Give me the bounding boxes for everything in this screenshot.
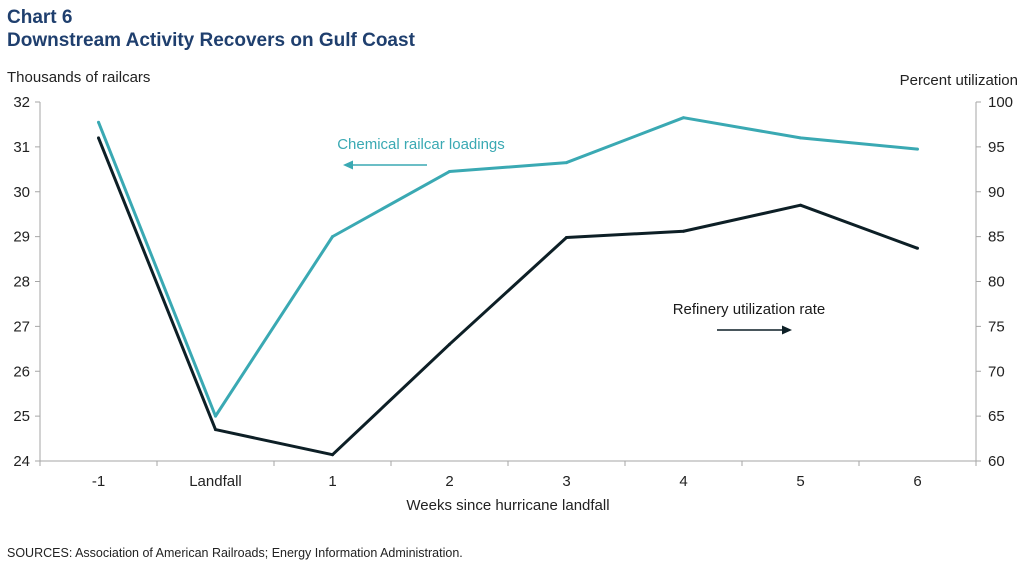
y-left-tick-label: 31	[13, 139, 30, 156]
y-axis-right-label: Percent utilization	[899, 72, 1018, 89]
arrow-refinery-head	[782, 325, 792, 335]
y-right-tick-label: 70	[988, 363, 1005, 380]
data-point-chemical	[448, 170, 451, 174]
x-tick-label: -1	[92, 473, 105, 490]
data-point-chemical	[682, 116, 685, 120]
y-right-tick-label: 85	[988, 229, 1005, 246]
data-point-chemical	[799, 136, 802, 140]
x-tick-label: Landfall	[189, 473, 242, 490]
title-block: Chart 6 Downstream Activity Recovers on …	[7, 6, 415, 52]
y-left-tick-label: 29	[13, 229, 30, 246]
data-point-chemical	[214, 414, 217, 418]
data-point-refinery	[97, 136, 100, 140]
data-point-refinery	[331, 453, 334, 457]
series-label-refinery: Refinery utilization rate	[673, 301, 826, 318]
y-left-tick-label: 27	[13, 318, 30, 335]
x-tick-label: 1	[328, 473, 336, 490]
y-left-tick-label: 26	[13, 363, 30, 380]
x-tick-label: 4	[679, 473, 687, 490]
x-axis-title: Weeks since hurricane landfall	[406, 497, 609, 514]
y-right-tick-label: 65	[988, 408, 1005, 425]
x-tick-label: 6	[913, 473, 921, 490]
data-point-refinery	[682, 229, 685, 233]
series-label-chemical: Chemical railcar loadings	[337, 136, 505, 153]
series-line-chemical-railcar-loadings	[97, 116, 918, 418]
y-right-tick-label: 80	[988, 274, 1005, 291]
data-point-refinery	[565, 236, 568, 240]
y-right-tick-label: 75	[988, 318, 1005, 335]
y-right-tick-label: 60	[988, 453, 1005, 470]
y-left-tick-label: 25	[13, 408, 30, 425]
y-axis-left-label: Thousands of railcars	[7, 69, 151, 86]
data-point-chemical	[565, 161, 568, 165]
y-left-tick-label: 32	[13, 94, 30, 111]
y-right-tick-label: 90	[988, 184, 1005, 201]
arrow-chemical-head	[343, 160, 353, 170]
data-point-refinery	[916, 246, 919, 250]
data-point-refinery	[214, 428, 217, 432]
y-left-tick-label: 24	[13, 453, 30, 470]
y-left-tick-label: 30	[13, 184, 30, 201]
data-point-refinery	[448, 342, 451, 346]
chart-title: Downstream Activity Recovers on Gulf Coa…	[7, 30, 415, 51]
series-line-refinery-utilization	[97, 137, 919, 457]
data-point-chemical	[331, 235, 334, 239]
x-tick-label: 5	[796, 473, 804, 490]
data-point-refinery	[799, 203, 802, 207]
y-right-tick-label: 95	[988, 139, 1005, 156]
y-left-tick-label: 28	[13, 274, 30, 291]
y-right-tick-label: 100	[988, 94, 1013, 111]
chart-number: Chart 6	[7, 7, 73, 28]
x-tick-label: 2	[445, 473, 453, 490]
data-point-chemical	[97, 120, 100, 124]
x-tick-label: 3	[562, 473, 570, 490]
data-point-chemical	[916, 147, 919, 151]
source-note: SOURCES: Association of American Railroa…	[7, 546, 463, 560]
